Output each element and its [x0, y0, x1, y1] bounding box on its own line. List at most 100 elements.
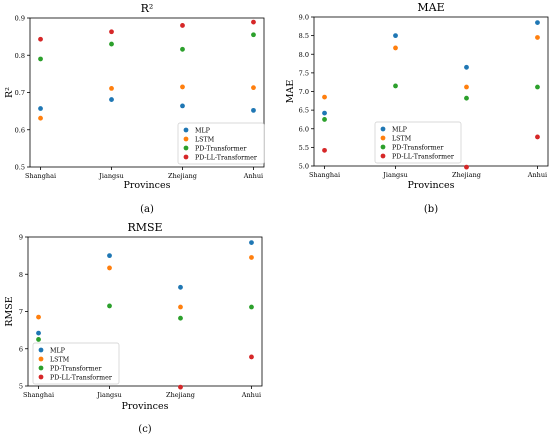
y-axis-label: R² — [4, 87, 15, 98]
legend-entry: PD-LL-Transformer — [50, 374, 113, 381]
x-tick-label: Zhejiang — [168, 172, 197, 180]
data-point — [322, 147, 327, 153]
panel-label: (b) — [424, 204, 438, 215]
x-axis-label: Provinces — [122, 401, 169, 412]
data-point — [535, 84, 540, 90]
chart-panel-2: MAE 5.0 5.5 6.0 6.5 7.0 7.5 8.0 8.5 9.0 Shanghai Ji… — [285, 1, 549, 215]
x-tick-label: Jiangsu — [98, 172, 123, 180]
chart-title: R² — [141, 2, 154, 15]
legend-marker — [183, 145, 189, 151]
data-point — [109, 97, 114, 102]
legend-entry: LSTM — [392, 135, 412, 142]
data-point — [38, 36, 43, 42]
data-point — [251, 107, 256, 113]
x-tick-label: Anhui — [243, 172, 263, 180]
y-tick-label: 0.7 — [15, 89, 25, 97]
y-tick-label: 0.8 — [15, 52, 25, 60]
data-point — [464, 95, 469, 101]
y-tick-label: 0.5 — [15, 164, 25, 172]
data-point — [393, 33, 398, 39]
legend-entry: PD-Transformer — [195, 145, 247, 152]
x-tick-label: Anhui — [241, 391, 261, 399]
data-point — [251, 85, 256, 91]
legend-box — [32, 342, 120, 385]
data-point — [38, 115, 43, 121]
legend: MLP LSTM PD-Transformer PD-LL-Transformer — [177, 122, 265, 165]
data-point — [322, 117, 327, 122]
data-point — [107, 303, 112, 309]
y-tick-label: 5.5 — [299, 144, 309, 152]
x-tick-label: Shanghai — [309, 171, 340, 179]
data-point — [180, 103, 185, 109]
data-point — [109, 86, 114, 91]
data-point — [178, 284, 183, 290]
data-point — [464, 84, 469, 90]
legend-entry: LSTM — [50, 356, 70, 363]
data-point — [38, 106, 43, 111]
x-tick-label: Jiangsu — [382, 171, 407, 179]
y-axis-label: RMSE — [4, 296, 15, 326]
legend-entry: MLP — [195, 127, 211, 134]
x-tick-label: Anhui — [527, 171, 547, 179]
legend-marker — [38, 374, 44, 380]
chart-panel-1: R² 0.5 0.6 0.7 0.8 0.9 Shanghai Jiangsu Zhejiang… — [4, 2, 265, 215]
chart-panel-3: RMSE 5 6 7 8 9 Shanghai Jiangsu Zhejiang Anhui Pro… — [4, 221, 263, 435]
data-point — [322, 94, 327, 100]
y-tick-label: 0.9 — [15, 15, 25, 23]
data-point — [249, 255, 254, 260]
legend-marker — [380, 126, 386, 132]
legend-marker — [38, 356, 44, 362]
y-tick-label: 0.6 — [15, 126, 25, 134]
legend: MLP LSTM PD-Transformer PD-LL-Transformer — [32, 342, 120, 385]
x-tick-label: Jiangsu — [96, 391, 121, 399]
panel-label: (c) — [138, 424, 152, 435]
y-tick-label: 6.0 — [299, 125, 309, 133]
legend-marker — [183, 154, 189, 160]
data-point — [178, 384, 183, 390]
data-point — [535, 134, 540, 140]
data-point — [251, 32, 256, 38]
y-tick-label: 8.0 — [299, 51, 309, 59]
legend-box — [374, 121, 462, 164]
data-point — [109, 29, 114, 35]
data-point — [178, 315, 183, 321]
data-point — [178, 304, 183, 310]
x-tick-label: Zhejiang — [452, 171, 481, 179]
data-point — [180, 46, 185, 52]
x-tick-label: Shanghai — [25, 172, 56, 180]
data-point — [393, 45, 398, 51]
legend-entry: PD-LL-Transformer — [392, 153, 455, 160]
legend-marker — [38, 347, 44, 353]
legend-entry: PD-Transformer — [50, 365, 102, 372]
legend-marker — [380, 153, 386, 159]
legend-marker — [183, 127, 189, 133]
data-point — [36, 337, 41, 342]
y-tick-label: 9 — [19, 234, 23, 242]
legend: MLP LSTM PD-Transformer PD-LL-Transformer — [374, 121, 462, 164]
data-point — [36, 314, 41, 320]
y-tick-label: 6 — [19, 345, 23, 353]
data-point — [251, 19, 256, 25]
legend-entry: MLP — [392, 126, 408, 133]
x-axis-label: Provinces — [408, 180, 455, 191]
legend-marker — [38, 365, 44, 371]
data-point — [393, 83, 398, 89]
legend-entry: PD-Transformer — [392, 144, 444, 151]
data-point — [107, 253, 112, 259]
y-tick-label: 5.0 — [299, 163, 309, 171]
data-point — [535, 20, 540, 25]
data-point — [322, 110, 327, 116]
chart-title: RMSE — [127, 221, 162, 234]
panel-label: (a) — [140, 204, 154, 215]
y-tick-label: 7.0 — [299, 88, 309, 96]
data-point — [249, 354, 254, 360]
data-point — [109, 41, 114, 47]
data-point — [38, 56, 43, 62]
legend-marker — [380, 144, 386, 150]
legend-entry: MLP — [50, 347, 66, 354]
legend-box — [177, 122, 265, 165]
chart-title: MAE — [417, 1, 444, 14]
legend-marker — [183, 136, 189, 142]
legend-entry: PD-LL-Transformer — [195, 154, 258, 161]
